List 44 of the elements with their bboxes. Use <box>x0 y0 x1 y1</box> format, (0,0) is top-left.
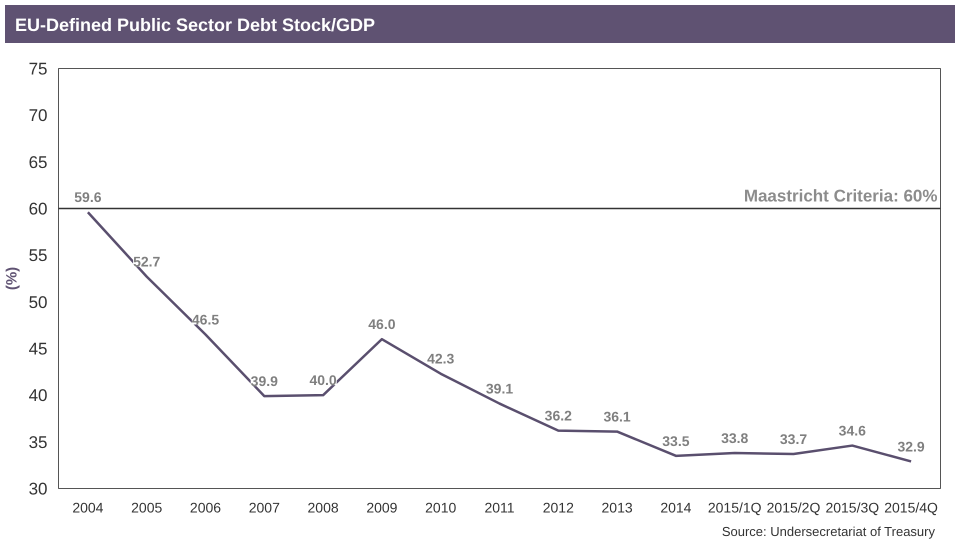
data-label: 46.5 <box>192 312 220 328</box>
y-tick-label: 65 <box>28 152 48 172</box>
x-tick-label: 2009 <box>366 500 398 516</box>
y-axis-title: (%) <box>4 266 21 290</box>
data-label: 33.5 <box>662 432 690 449</box>
y-tick-label: 60 <box>28 200 48 218</box>
y-tick-label: 45 <box>28 340 48 358</box>
x-tick-label: 2015/4Q <box>884 500 938 516</box>
x-tick-label: 2011 <box>484 500 515 516</box>
data-label: 36.2 <box>544 408 572 424</box>
x-tick-label: 2015/3Q <box>825 500 880 516</box>
data-label: 33.7 <box>780 430 808 447</box>
x-tick-label: 2005 <box>131 500 162 516</box>
data-label: 39.9 <box>250 373 278 390</box>
x-tick-label: 2015/1Q <box>708 500 762 516</box>
x-tick-label: 2015/2Q <box>766 500 820 516</box>
y-tick-label: 55 <box>28 246 48 266</box>
data-label: 40.0 <box>309 372 337 388</box>
x-tick-label: 2004 <box>72 500 104 516</box>
x-tick-label: 2010 <box>425 500 456 516</box>
x-tick-label: 2012 <box>542 500 574 516</box>
data-label: 39.1 <box>486 380 514 397</box>
data-label: 46.0 <box>368 316 396 332</box>
y-tick-label: 75 <box>28 60 48 78</box>
data-label: 52.7 <box>133 254 161 270</box>
data-label: 34.6 <box>838 422 866 439</box>
data-label: 36.1 <box>603 408 631 425</box>
x-tick-label: 2008 <box>308 500 339 516</box>
y-tick-label: 70 <box>28 106 48 126</box>
data-label: 42.3 <box>427 350 455 367</box>
ref-line-label: Maastricht Criteria: 60% <box>744 186 938 206</box>
data-label: 32.9 <box>897 438 925 454</box>
x-tick-label: 2006 <box>190 500 222 516</box>
chart-title: EU-Defined Public Sector Debt Stock/GDP <box>15 14 376 37</box>
data-label: 33.8 <box>721 430 749 446</box>
y-tick-label: 50 <box>28 292 48 312</box>
x-tick-label: 2013 <box>602 500 633 516</box>
y-tick-label: 35 <box>28 432 48 452</box>
x-tick-label: 2007 <box>248 500 280 516</box>
y-tick-label: 30 <box>28 480 48 498</box>
data-label: 59.6 <box>74 189 102 206</box>
source-note: Source: Undersecretariat of Treasury <box>722 523 935 541</box>
x-tick-label: 2014 <box>660 500 692 516</box>
y-tick-label: 40 <box>28 386 48 406</box>
